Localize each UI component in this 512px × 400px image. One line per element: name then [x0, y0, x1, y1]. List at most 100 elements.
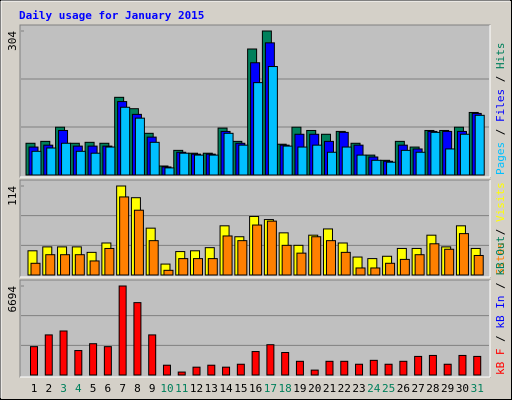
- x-tick-label: 25: [382, 382, 395, 395]
- bar: [384, 363, 393, 376]
- bar: [192, 366, 201, 376]
- bar: [178, 258, 189, 276]
- x-tick-label: 1: [31, 382, 38, 395]
- bar: [89, 343, 98, 376]
- bar: [30, 262, 41, 276]
- legend: Pages / Files / Hits: [494, 43, 507, 176]
- bar: [386, 161, 397, 176]
- x-tick-label: 3: [60, 382, 67, 395]
- chart-title: Daily usage for January 2015: [19, 9, 204, 22]
- bar: [164, 167, 175, 176]
- bar: [44, 334, 53, 376]
- bar: [340, 251, 351, 276]
- bar: [253, 82, 264, 176]
- bar: [74, 254, 85, 276]
- bar: [311, 236, 322, 276]
- bar: [238, 144, 249, 176]
- y-tick-label: 304: [6, 31, 19, 51]
- bar: [162, 364, 171, 376]
- x-tick-label: 22: [338, 382, 351, 395]
- bar: [473, 355, 482, 376]
- bar: [341, 146, 352, 176]
- x-tick-label: 31: [471, 382, 484, 395]
- bar: [207, 258, 218, 276]
- bar: [148, 334, 157, 376]
- x-tick-label: 21: [323, 382, 336, 395]
- bar: [474, 114, 485, 176]
- bar: [31, 150, 42, 176]
- x-tick-label: 26: [397, 382, 410, 395]
- bar: [281, 244, 292, 276]
- x-tick-label: 9: [149, 382, 156, 395]
- x-tick-label: 15: [234, 382, 247, 395]
- bar: [148, 240, 159, 276]
- bar: [179, 152, 190, 176]
- bar: [163, 269, 174, 276]
- bar: [415, 151, 426, 176]
- bar: [312, 144, 323, 176]
- bar: [45, 254, 56, 276]
- bar: [459, 133, 470, 176]
- x-tick-label: 2: [45, 382, 52, 395]
- bar: [356, 154, 367, 176]
- bar: [355, 267, 366, 276]
- x-tick-label: 29: [441, 382, 454, 395]
- bar: [59, 330, 68, 376]
- bar: [428, 354, 437, 376]
- y-tick-label: 6694: [6, 286, 19, 313]
- bar: [266, 344, 275, 376]
- bar: [133, 209, 144, 276]
- bar: [297, 146, 308, 176]
- bar: [340, 360, 349, 376]
- bar: [207, 364, 216, 376]
- legend-entry: kB Out: [494, 236, 507, 276]
- x-tick-label: 17: [264, 382, 277, 395]
- bar: [369, 359, 378, 376]
- bar: [118, 285, 127, 376]
- bar: [429, 243, 440, 276]
- bar: [400, 149, 411, 176]
- x-tick-label: 14: [219, 382, 233, 395]
- bar: [399, 360, 408, 376]
- bar: [208, 154, 219, 176]
- legend-separator: /: [494, 122, 507, 142]
- bar: [355, 363, 364, 376]
- bar: [194, 154, 205, 176]
- bar: [237, 240, 248, 276]
- bar: [385, 262, 396, 276]
- legend-entry: Sites: [494, 242, 507, 275]
- bar: [30, 346, 38, 376]
- legend-separator: /: [494, 222, 507, 242]
- x-tick-label: 30: [456, 382, 469, 395]
- x-tick-label: 10: [160, 382, 173, 395]
- bar: [296, 252, 307, 276]
- legend-entry: kB In: [494, 296, 507, 329]
- bar: [445, 148, 456, 176]
- x-tick-label: 5: [90, 382, 97, 395]
- bar: [134, 117, 145, 176]
- bar: [46, 147, 57, 176]
- bar: [104, 247, 115, 276]
- bar: [105, 146, 116, 176]
- bar: [133, 302, 142, 376]
- y-tick-label: 114: [6, 186, 19, 206]
- bar: [223, 132, 234, 176]
- bar: [370, 267, 381, 276]
- bar: [75, 150, 86, 176]
- bar: [222, 235, 233, 276]
- legend-entry: kB F: [494, 349, 507, 376]
- bar: [120, 106, 131, 176]
- x-tick-label: 6: [105, 382, 112, 395]
- x-tick-label: 20: [308, 382, 321, 395]
- bar: [61, 142, 72, 176]
- bar: [60, 254, 71, 276]
- bar: [236, 363, 245, 376]
- bar: [267, 66, 278, 176]
- bar: [443, 363, 452, 376]
- bar: [119, 196, 130, 276]
- legend: kB F / kB In / kB Out: [494, 236, 507, 375]
- bar: [399, 258, 410, 276]
- x-tick-label: 18: [279, 382, 292, 395]
